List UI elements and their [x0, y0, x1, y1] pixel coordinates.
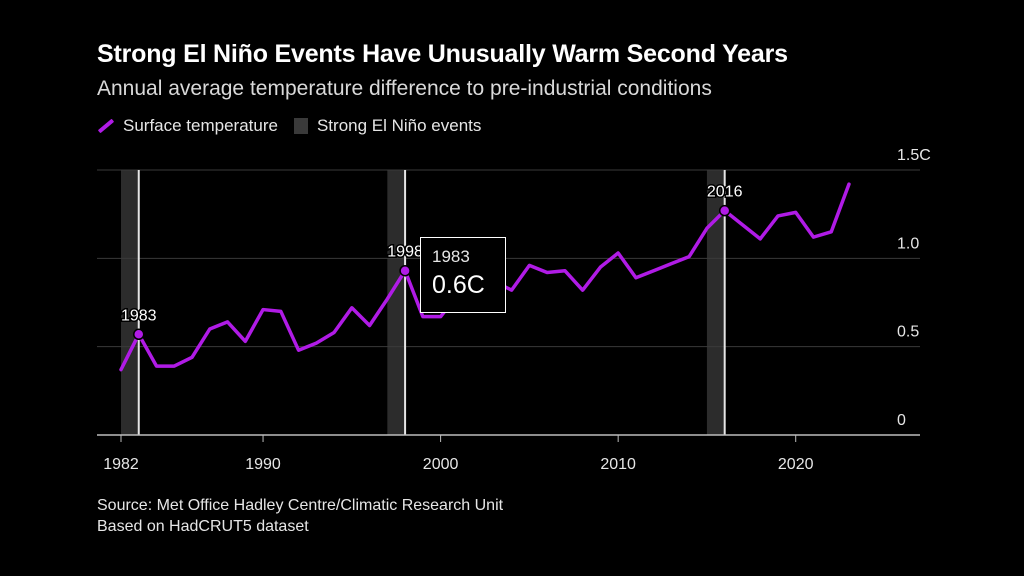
event-point	[133, 328, 145, 341]
legend-band-swatch	[293, 118, 308, 134]
y-tick-label: 1.5C	[897, 147, 931, 164]
el-nino-band	[706, 170, 725, 435]
y-tick-label: 0.5	[897, 324, 919, 341]
x-tick-label: 1990	[245, 456, 281, 473]
event-point	[718, 204, 731, 217]
event-point-label: 1998	[387, 244, 423, 261]
tooltip: 1983 0.6C	[420, 237, 506, 313]
x-tick-label: 2020	[778, 456, 814, 473]
event-point-label: 1983	[121, 307, 157, 324]
source-line-2: Based on HadCRUT5 dataset	[97, 518, 309, 535]
el-nino-band	[387, 170, 406, 435]
event-point	[399, 264, 411, 277]
x-tick-label: 2000	[423, 456, 459, 473]
legend-label-surface-temperature: Surface temperature	[123, 116, 278, 135]
el-nino-band	[121, 170, 139, 435]
y-tick-label: 1.0	[897, 235, 919, 252]
legend: Surface temperature Strong El Niño event…	[97, 116, 497, 136]
x-tick-label: 1982	[103, 456, 139, 473]
legend-item-el-nino: Strong El Niño events	[293, 116, 482, 136]
y-tick-label: 0	[897, 412, 906, 429]
legend-item-surface-temperature: Surface temperature	[97, 116, 278, 136]
event-point-label: 2016	[707, 184, 743, 201]
tooltip-value: 0.6C	[432, 271, 485, 299]
source-note: Source: Met Office Hadley Centre/Climati…	[97, 495, 503, 537]
chart-subtitle: Annual average temperature difference to…	[97, 77, 712, 100]
source-line-1: Source: Met Office Hadley Centre/Climati…	[97, 497, 504, 514]
chart-title: Strong El Niño Events Have Unusually War…	[97, 40, 788, 68]
tooltip-year: 1983	[432, 247, 470, 266]
x-tick-label: 2010	[600, 456, 636, 473]
legend-label-el-nino: Strong El Niño events	[316, 116, 482, 135]
